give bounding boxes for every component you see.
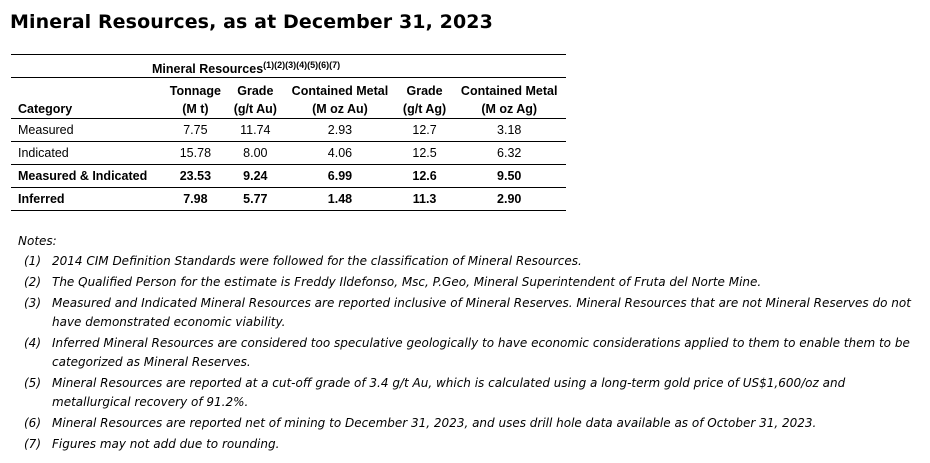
metal-au-cell: 2.93 <box>283 118 397 142</box>
grade-au-cell: 8.00 <box>227 141 284 165</box>
tonnage-cell: 15.78 <box>163 141 228 165</box>
notes-section: Notes: (1) 2014 CIM Definition Standards… <box>18 232 913 456</box>
note-text: The Qualified Person for the estimate is… <box>52 275 762 289</box>
grade-ag-cell: 12.7 <box>396 118 453 142</box>
group-footnote-refs: (1)(2)(3)(4)(5)(6)(7) <box>263 60 341 70</box>
note-item: (1) 2014 CIM Definition Standards were f… <box>18 252 913 271</box>
grade-ag-cell: 11.3 <box>396 187 453 211</box>
table-row: Measured 7.75 11.74 2.93 12.7 3.18 <box>11 118 566 142</box>
metal-ag-cell: 6.32 <box>452 141 566 165</box>
tonnage-cell: 7.75 <box>163 118 228 142</box>
note-text: Mineral Resources are reported net of mi… <box>52 416 817 430</box>
note-item: (6) Mineral Resources are reported net o… <box>18 414 913 433</box>
column-header: (M oz Ag) <box>452 100 566 119</box>
metal-au-cell: 4.06 <box>283 141 397 165</box>
note-item: (7) Figures may not add due to rounding. <box>18 435 913 454</box>
notes-title: Notes: <box>18 234 57 248</box>
metal-au-cell: 6.99 <box>283 164 397 188</box>
category-cell: Measured <box>11 118 164 142</box>
column-header: (M oz Au) <box>283 100 397 119</box>
tonnage-cell: 7.98 <box>163 187 228 211</box>
metal-ag-cell: 9.50 <box>452 164 566 188</box>
column-header: (M t) <box>163 100 228 119</box>
metal-ag-cell: 3.18 <box>452 118 566 142</box>
note-number: (6) <box>24 416 41 430</box>
grade-au-cell: 9.24 <box>227 164 284 188</box>
column-header: (g/t Ag) <box>396 100 453 119</box>
table-row: Measured & Indicated 23.53 9.24 6.99 12.… <box>11 164 566 188</box>
page-title: Mineral Resources, as at December 31, 20… <box>10 11 493 33</box>
grade-au-cell: 5.77 <box>227 187 284 211</box>
grade-ag-cell: 12.5 <box>396 141 453 165</box>
column-header <box>11 78 163 101</box>
column-header: Category <box>11 100 164 119</box>
category-cell: Measured & Indicated <box>11 164 164 188</box>
table-row: Inferred 7.98 5.77 1.48 11.3 2.90 <box>11 187 566 211</box>
category-cell: Inferred <box>11 187 164 211</box>
note-number: (2) <box>24 275 41 289</box>
note-text: Figures may not add due to rounding. <box>52 437 280 451</box>
note-text: 2014 CIM Definition Standards were follo… <box>52 254 582 268</box>
grade-au-cell: 11.74 <box>227 118 284 142</box>
column-header: Tonnage <box>169 84 221 98</box>
metal-ag-cell: 2.90 <box>452 187 566 211</box>
note-text: Inferred Mineral Resources are considere… <box>52 336 910 369</box>
column-header: Contained Metal <box>460 84 558 98</box>
grade-ag-cell: 12.6 <box>396 164 453 188</box>
column-header-row-1: Tonnage Grade Contained Metal Grade Cont… <box>11 78 566 101</box>
note-text: Mineral Resources are reported at a cut-… <box>52 376 846 409</box>
mineral-resources-table: Mineral Resources(1)(2)(3)(4)(5)(6)(7) T… <box>11 54 566 211</box>
category-cell: Indicated <box>11 141 164 165</box>
column-header: Grade <box>406 84 443 98</box>
column-header-row-2: Category (M t) (g/t Au) (M oz Au) (g/t A… <box>11 100 566 119</box>
metal-au-cell: 1.48 <box>283 187 397 211</box>
note-text: Measured and Indicated Mineral Resources… <box>52 296 911 329</box>
note-number: (1) <box>24 254 41 268</box>
group-label: Mineral Resources <box>152 62 264 76</box>
note-item: (3) Measured and Indicated Mineral Resou… <box>18 294 913 332</box>
column-header: (g/t Au) <box>227 100 284 119</box>
note-number: (3) <box>24 296 41 310</box>
note-number: (7) <box>24 437 41 451</box>
note-item: (5) Mineral Resources are reported at a … <box>18 374 913 412</box>
note-item: (2) The Qualified Person for the estimat… <box>18 273 913 292</box>
column-header: Contained Metal <box>291 84 389 98</box>
column-header: Grade <box>237 84 274 98</box>
tonnage-cell: 23.53 <box>163 164 228 188</box>
table-group-header: Mineral Resources(1)(2)(3)(4)(5)(6)(7) <box>11 55 566 78</box>
note-item: (4) Inferred Mineral Resources are consi… <box>18 334 913 372</box>
table-row: Indicated 15.78 8.00 4.06 12.5 6.32 <box>11 141 566 165</box>
note-number: (5) <box>24 376 41 390</box>
note-number: (4) <box>24 336 41 350</box>
